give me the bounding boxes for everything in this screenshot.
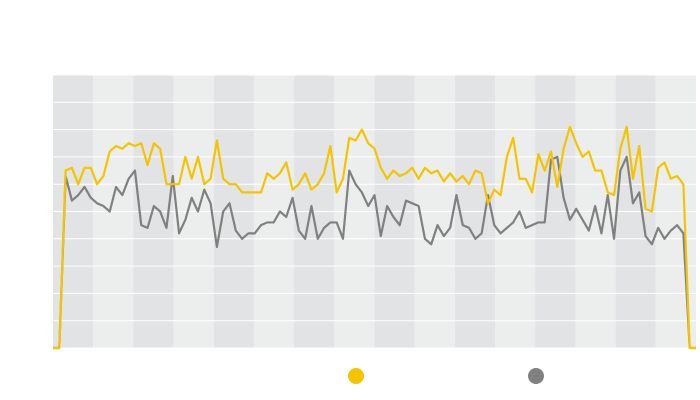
line (53, 125, 696, 350)
line (53, 155, 696, 350)
legend-marker (348, 368, 364, 384)
legend-marker (528, 368, 544, 384)
